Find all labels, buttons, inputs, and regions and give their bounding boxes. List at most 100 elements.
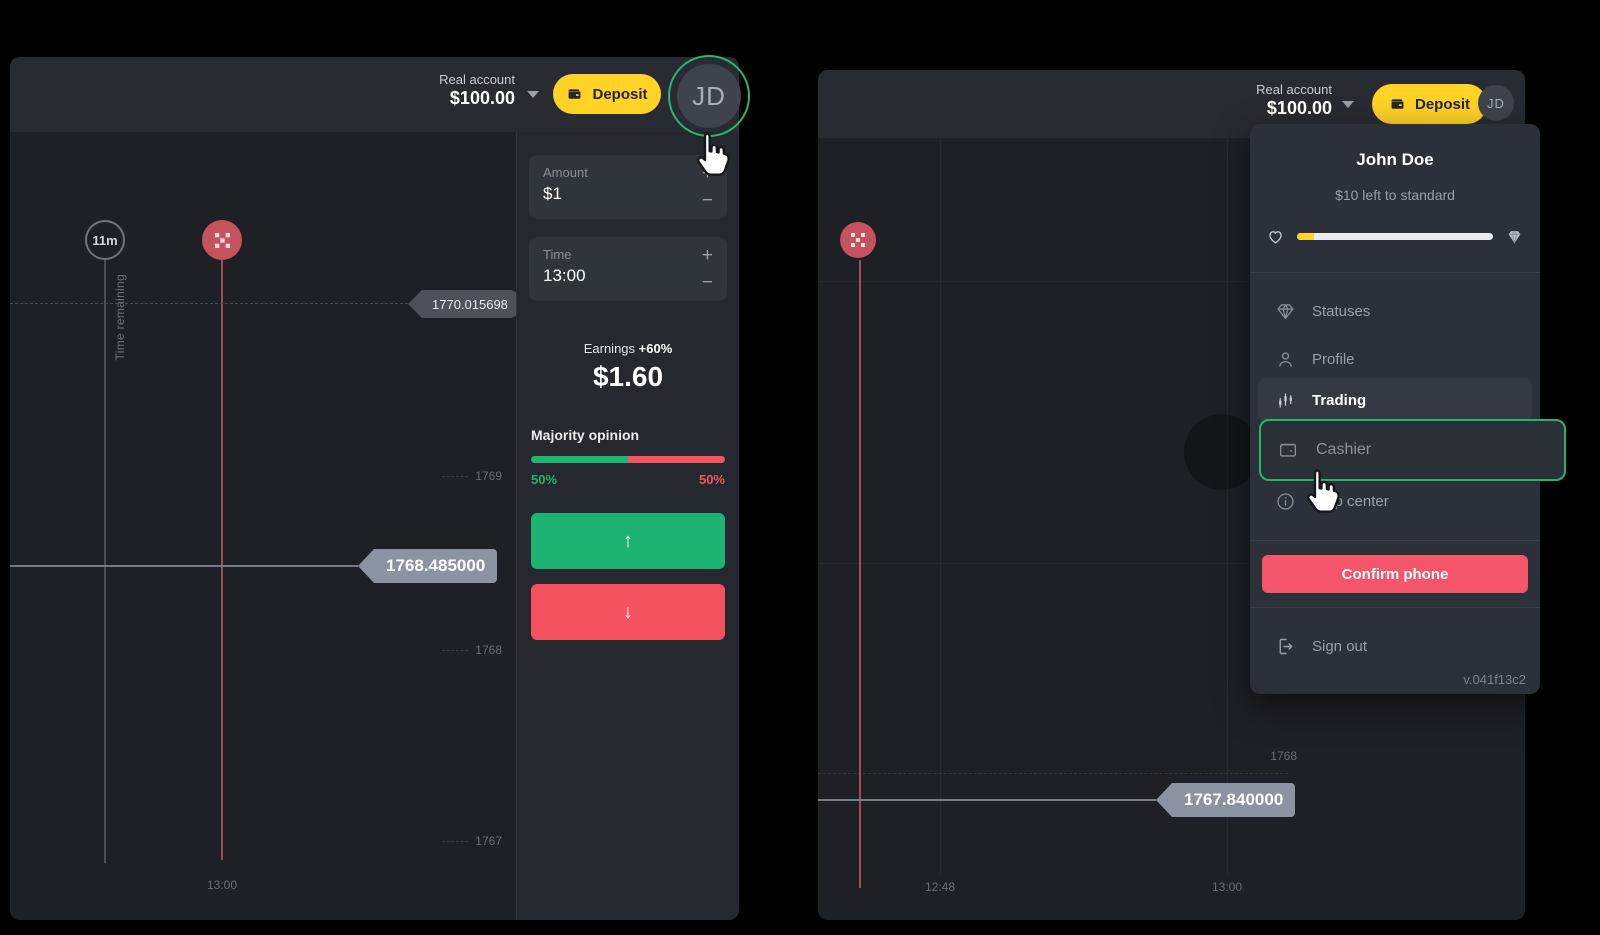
wallet-icon bbox=[1389, 96, 1406, 113]
down-arrow-icon: ↓ bbox=[623, 600, 633, 623]
strike-price-value: 1770.015698 bbox=[422, 290, 516, 318]
tick-label: 1768 bbox=[1270, 749, 1297, 763]
gridline bbox=[1227, 138, 1228, 875]
up-arrow-icon: ↑ bbox=[623, 529, 633, 552]
majority-down-segment bbox=[628, 456, 725, 463]
status-progress-fill bbox=[1297, 233, 1314, 240]
menu-item-statuses[interactable]: Statuses bbox=[1250, 289, 1540, 333]
topbar: Real account $100.00 Deposit JD bbox=[10, 55, 750, 137]
divider bbox=[1250, 540, 1540, 541]
amount-label: Amount bbox=[543, 165, 588, 180]
majority-opinion-bar bbox=[531, 456, 725, 463]
candlestick-chart-icon bbox=[1274, 389, 1296, 411]
time-increase-button[interactable]: + bbox=[701, 245, 713, 266]
amount-decrease-button[interactable]: − bbox=[701, 190, 713, 211]
account-switcher[interactable]: Real account $100.00 bbox=[1256, 82, 1332, 119]
menu-item-profile[interactable]: Profile bbox=[1250, 337, 1540, 381]
menu-item-label: Statuses bbox=[1312, 302, 1371, 320]
earnings-row: Earnings +60% bbox=[517, 341, 739, 356]
majority-up-segment bbox=[531, 456, 628, 463]
y-axis-tick: 1768 bbox=[442, 643, 502, 657]
confirm-phone-button[interactable]: Confirm phone bbox=[1262, 555, 1528, 593]
deposit-button[interactable]: Deposit bbox=[553, 74, 661, 114]
avatar[interactable]: JD bbox=[677, 64, 741, 128]
x-axis-tick: 13:00 bbox=[206, 878, 238, 892]
earnings-value: $1.60 bbox=[592, 361, 664, 392]
expiry-line bbox=[859, 260, 861, 888]
current-price-line bbox=[818, 799, 1156, 801]
expiry-flag-marker bbox=[840, 222, 876, 258]
checkered-flag-icon bbox=[851, 233, 865, 247]
time-remaining-label: Time remaining bbox=[113, 274, 127, 361]
earnings-label: Earnings bbox=[583, 341, 636, 356]
gridline bbox=[818, 773, 1288, 774]
person-icon bbox=[1274, 348, 1296, 370]
info-icon bbox=[1274, 490, 1296, 512]
menu-item-cashier[interactable]: Cashier bbox=[1259, 419, 1566, 481]
deposit-label: Deposit bbox=[592, 85, 648, 103]
price-chart: 11m Time remaining 1770.015698 1768.4850… bbox=[10, 132, 516, 920]
timer-badge: 11m bbox=[85, 220, 125, 260]
user-menu-dropdown: John Doe $10 left to standard Statuses bbox=[1250, 124, 1566, 694]
badge-tip bbox=[1156, 783, 1172, 817]
majority-down-percent: 50% bbox=[698, 472, 725, 487]
account-type-label: Real account bbox=[439, 72, 515, 87]
checkered-flag-icon bbox=[214, 232, 230, 248]
y-axis-tick: 1767 bbox=[442, 834, 502, 848]
badge-tip bbox=[358, 549, 374, 583]
strike-price-badge: 1770.015698 bbox=[408, 290, 516, 318]
time-field[interactable]: Time 13:00 + − bbox=[529, 237, 727, 301]
account-balance: $100.00 bbox=[449, 88, 515, 108]
tick-dash bbox=[442, 649, 469, 651]
trading-window-left: Real account $100.00 Deposit JD 11m Time… bbox=[10, 55, 750, 920]
majority-up-percent: 50% bbox=[531, 472, 558, 487]
expiry-flag-marker bbox=[202, 220, 242, 260]
majority-opinion: Majority opinion 50% 50% bbox=[531, 427, 725, 487]
y-axis-tick: 1769 bbox=[442, 469, 502, 483]
avatar[interactable]: JD bbox=[1478, 85, 1514, 121]
deposit-button[interactable]: Deposit bbox=[1372, 84, 1487, 124]
account-switcher[interactable]: Real account $100.00 bbox=[439, 72, 515, 109]
wallet-icon bbox=[1277, 439, 1299, 461]
wallet-icon bbox=[566, 86, 583, 103]
diamond-icon bbox=[1505, 227, 1524, 246]
current-price-value: 1768.485000 bbox=[374, 549, 498, 583]
status-progress-text: $10 left to standard bbox=[1335, 187, 1455, 203]
badge-tip bbox=[408, 290, 422, 318]
heart-icon bbox=[1266, 227, 1285, 246]
menu-item-trading[interactable]: Trading bbox=[1258, 378, 1532, 422]
menu-item-help-center[interactable]: Help center bbox=[1250, 479, 1540, 523]
y-axis-tick: 1768 bbox=[1270, 749, 1297, 763]
amount-increase-button[interactable]: + bbox=[701, 163, 713, 184]
account-type-label: Real account bbox=[1256, 82, 1332, 97]
trade-panel: Amount $1 + − Time 13:00 + − Earnings +6… bbox=[516, 132, 739, 920]
strike-price-line bbox=[10, 303, 408, 304]
tick-label: 1768 bbox=[475, 643, 502, 657]
trade-down-button[interactable]: ↓ bbox=[531, 584, 725, 640]
current-price-value: 1767.840000 bbox=[1172, 783, 1296, 817]
chevron-down-icon[interactable] bbox=[527, 91, 539, 98]
time-decrease-button[interactable]: − bbox=[701, 272, 713, 293]
time-label: Time bbox=[543, 247, 572, 262]
tick-label: 1767 bbox=[475, 834, 502, 848]
time-value: 13:00 bbox=[543, 266, 586, 285]
status-progress-bar bbox=[1297, 233, 1493, 240]
chevron-down-icon[interactable] bbox=[1342, 101, 1354, 108]
amount-field[interactable]: Amount $1 + − bbox=[529, 155, 727, 219]
tutorial-pulse bbox=[1184, 414, 1260, 490]
sign-out-label: Sign out bbox=[1312, 637, 1368, 655]
current-price-badge: 1768.485000 bbox=[358, 549, 498, 583]
sign-out-button[interactable]: Sign out bbox=[1250, 624, 1540, 668]
tick-dash bbox=[442, 475, 469, 477]
menu-item-label: Trading bbox=[1312, 391, 1367, 409]
x-axis-tick: 13:00 bbox=[1211, 880, 1243, 894]
user-name: John Doe bbox=[1356, 150, 1434, 169]
tick-label: 1769 bbox=[475, 469, 502, 483]
sign-out-icon bbox=[1274, 635, 1296, 657]
tick-dash bbox=[442, 840, 469, 842]
gridline bbox=[818, 281, 1525, 282]
gridline bbox=[940, 138, 941, 875]
trade-up-button[interactable]: ↑ bbox=[531, 513, 725, 569]
menu-item-label: Profile bbox=[1312, 350, 1355, 368]
